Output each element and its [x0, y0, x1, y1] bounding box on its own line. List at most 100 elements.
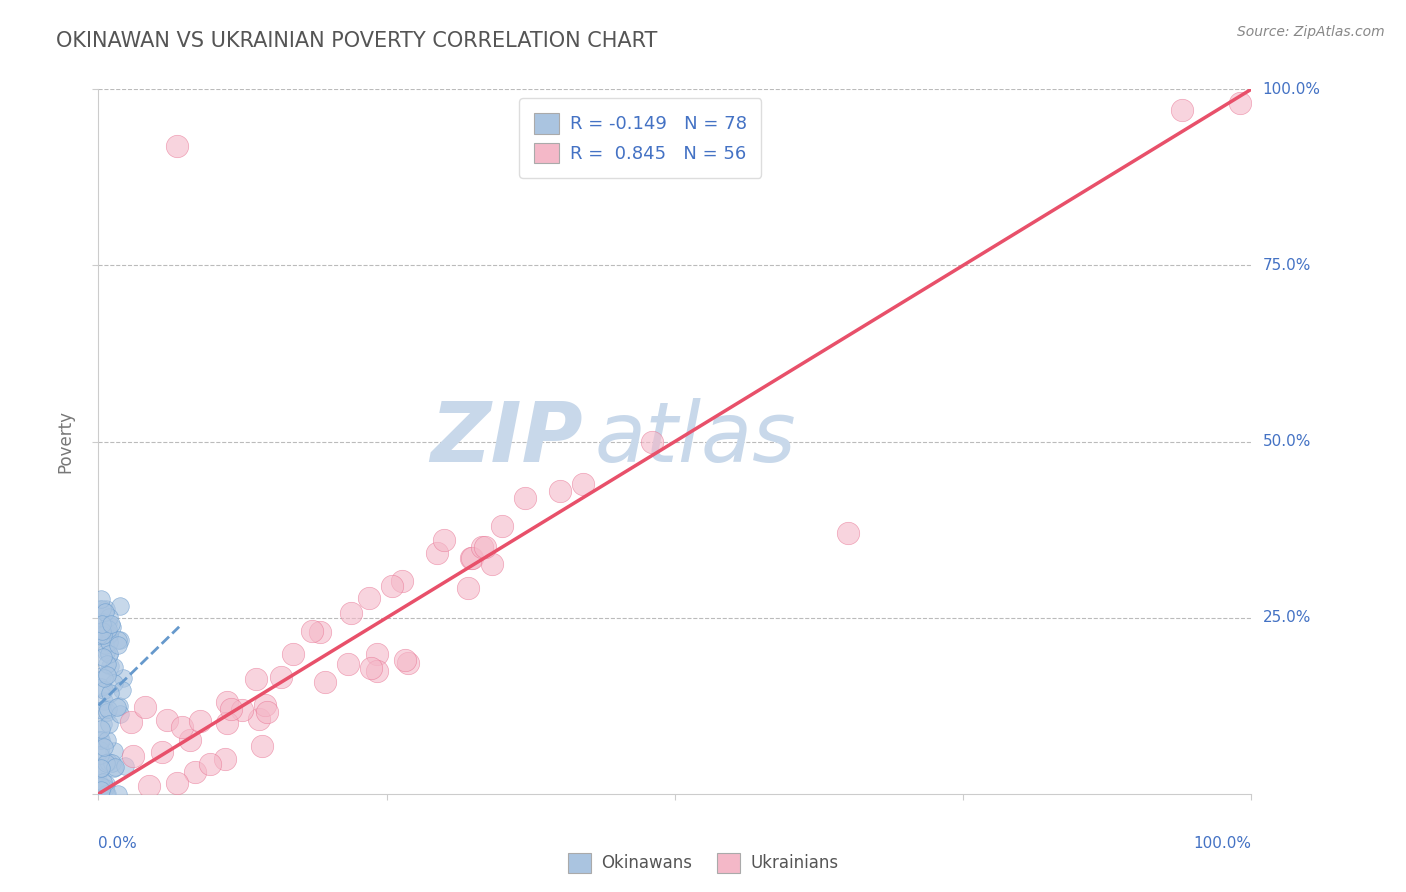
Point [108, 632, 131, 647]
Point [107, 787, 129, 801]
Point [108, 699, 131, 714]
Point [254, 698, 277, 713]
Point [114, 758, 136, 772]
Point [98, 659, 121, 673]
Point [188, 714, 211, 728]
Point [198, 757, 221, 772]
Point [219, 702, 242, 716]
Point [1229, 96, 1251, 111]
Point [90, 722, 112, 736]
Point [91, 669, 114, 683]
Point [97, 615, 120, 630]
Point [111, 672, 134, 686]
Point [93, 694, 115, 708]
Point [156, 714, 179, 728]
Point [433, 533, 456, 548]
Point [96, 787, 118, 801]
Text: ZIP: ZIP [430, 398, 582, 478]
Point [215, 715, 238, 730]
Point [91, 602, 114, 616]
Point [270, 670, 292, 684]
Point [474, 541, 496, 555]
Point [98, 627, 121, 641]
Point [396, 656, 419, 670]
Point [91, 616, 114, 631]
Point [90, 681, 112, 695]
Legend: R = -0.149   N = 78, R =  0.845   N = 56: R = -0.149 N = 78, R = 0.845 N = 56 [519, 98, 761, 178]
Text: 100.0%: 100.0% [1194, 836, 1251, 851]
Point [96, 668, 118, 682]
Point [87, 773, 110, 788]
Point [457, 581, 479, 595]
Point [360, 661, 382, 675]
Point [107, 638, 129, 652]
Point [101, 756, 124, 770]
Point [97, 628, 120, 642]
Point [100, 617, 122, 632]
Point [93, 740, 115, 755]
Point [89, 602, 111, 616]
Point [103, 676, 125, 690]
Text: 25.0%: 25.0% [1263, 610, 1310, 625]
Point [90, 624, 112, 638]
Point [138, 779, 160, 793]
Point [87, 780, 110, 795]
Point [91, 717, 114, 731]
Point [122, 749, 145, 764]
Point [97, 717, 120, 731]
Point [90, 733, 112, 747]
Point [98, 634, 121, 648]
Point [94, 787, 117, 801]
Point [214, 752, 236, 766]
Point [89, 743, 111, 757]
Point [97, 622, 120, 636]
Point [366, 647, 388, 661]
Point [281, 647, 304, 661]
Point [394, 653, 416, 667]
Point [381, 578, 404, 592]
Point [837, 526, 859, 541]
Text: OKINAWAN VS UKRAINIAN POVERTY CORRELATION CHART: OKINAWAN VS UKRAINIAN POVERTY CORRELATIO… [56, 31, 658, 51]
Y-axis label: Poverty: Poverty [56, 410, 75, 473]
Point [103, 761, 125, 775]
Point [107, 633, 129, 648]
Point [89, 761, 111, 775]
Point [97, 647, 120, 661]
Point [96, 756, 118, 770]
Point [425, 546, 447, 560]
Point [461, 550, 484, 565]
Point [89, 762, 111, 776]
Point [340, 606, 363, 620]
Legend: Okinawans, Ukrainians: Okinawans, Ukrainians [561, 847, 845, 880]
Point [256, 705, 278, 719]
Text: Source: ZipAtlas.com: Source: ZipAtlas.com [1237, 25, 1385, 39]
Point [100, 620, 122, 634]
Point [91, 615, 114, 629]
Point [247, 712, 270, 726]
Text: 50.0%: 50.0% [1263, 434, 1310, 449]
Point [96, 732, 118, 747]
Point [513, 491, 536, 505]
Point [96, 706, 118, 720]
Point [641, 434, 664, 449]
Point [91, 628, 114, 642]
Point [94, 781, 117, 796]
Point [308, 624, 330, 639]
Point [179, 733, 201, 747]
Point [89, 732, 111, 747]
Point [245, 672, 267, 686]
Point [491, 519, 513, 533]
Point [97, 755, 120, 769]
Point [470, 541, 492, 555]
Point [104, 760, 127, 774]
Point [166, 776, 188, 790]
Point [96, 657, 118, 672]
Point [366, 664, 388, 678]
Point [97, 701, 120, 715]
Point [314, 674, 336, 689]
Point [93, 682, 115, 697]
Point [548, 483, 571, 498]
Point [90, 761, 112, 775]
Point [98, 609, 121, 624]
Text: 75.0%: 75.0% [1263, 258, 1310, 273]
